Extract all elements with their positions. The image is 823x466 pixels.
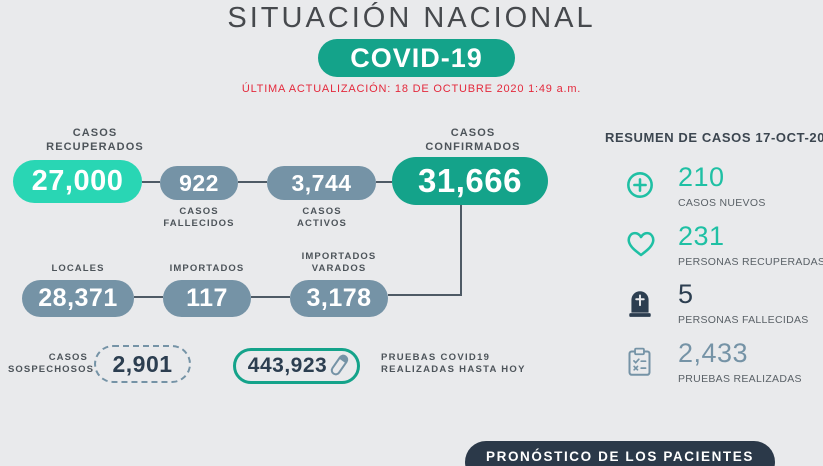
new-cases-value: 210	[678, 162, 725, 192]
patient-prognosis-button[interactable]: PRONÓSTICO DE LOS PACIENTES	[465, 441, 775, 466]
connector-line	[376, 181, 392, 183]
recovered-cases-label: CASOS RECUPERADOS	[46, 127, 144, 153]
last-updated: ÚLTIMA ACTUALIZACIÓN: 18 DE OCTUBRE 2020…	[241, 83, 582, 95]
local-cases-label: LOCALES	[51, 263, 105, 274]
tests-total-pill: 443,923	[233, 348, 360, 384]
active-cases-label: CASOS ACTIVOS	[297, 206, 347, 229]
recovered-persons-value: 231	[678, 221, 725, 251]
local-cases-value: 28,371	[22, 280, 134, 317]
connector-line	[251, 296, 290, 298]
new-cases-label: CASOS NUEVOS	[678, 197, 766, 209]
confirmed-cases-value: 31,666	[392, 157, 548, 205]
tests-total-value: 443,923	[247, 354, 328, 377]
recovered-persons-label: PERSONAS RECUPERADAS	[678, 256, 823, 268]
connector-line	[142, 181, 160, 183]
imported-cases-label: IMPORTADOS	[169, 263, 245, 274]
deceased-cases-label: CASOS FALLECIDOS	[163, 206, 235, 229]
summary-title: RESUMEN DE CASOS 17-OCT-20	[605, 130, 823, 145]
summary-item-new-cases: 210 CASOS NUEVOS	[615, 162, 823, 214]
connector-line	[460, 205, 462, 296]
test-tube-icon	[328, 352, 351, 378]
active-cases-value: 3,744	[267, 166, 376, 200]
plus-circle-icon	[626, 171, 656, 203]
summary-item-deceased: 5 PERSONAS FALLECIDAS	[615, 279, 823, 331]
imported-cases-value: 117	[163, 280, 251, 317]
suspected-cases-value: 2,901	[94, 345, 191, 383]
connector-line	[238, 181, 267, 183]
tombstone-icon	[626, 288, 656, 320]
imported-stranded-value: 3,178	[290, 280, 388, 317]
summary-item-recovered: 231 PERSONAS RECUPERADAS	[615, 221, 823, 273]
imported-stranded-label: IMPORTADOS VARADOS	[301, 251, 377, 274]
suspected-cases-label: CASOS SOSPECHOSOS	[8, 352, 95, 375]
tests-done-value: 2,433	[678, 338, 749, 368]
deceased-persons-label: PERSONAS FALLECIDAS	[678, 314, 809, 326]
clipboard-icon	[626, 347, 656, 379]
connector-line	[388, 294, 462, 296]
heart-icon	[626, 230, 656, 262]
confirmed-cases-label: CASOS CONFIRMADOS	[425, 127, 521, 153]
deceased-cases-value: 922	[160, 166, 238, 200]
tests-total-label: PRUEBAS COVID19 REALIZADAS HASTA HOY	[381, 352, 526, 375]
connector-line	[134, 296, 163, 298]
recovered-cases-value: 27,000	[13, 160, 142, 203]
summary-item-tests: 2,433 PRUEBAS REALIZADAS	[615, 338, 823, 390]
deceased-persons-value: 5	[678, 279, 694, 309]
tests-done-label: PRUEBAS REALIZADAS	[678, 373, 802, 385]
page-title: SITUACIÓN NACIONAL	[227, 2, 596, 34]
covid19-badge: COVID-19	[318, 39, 515, 77]
